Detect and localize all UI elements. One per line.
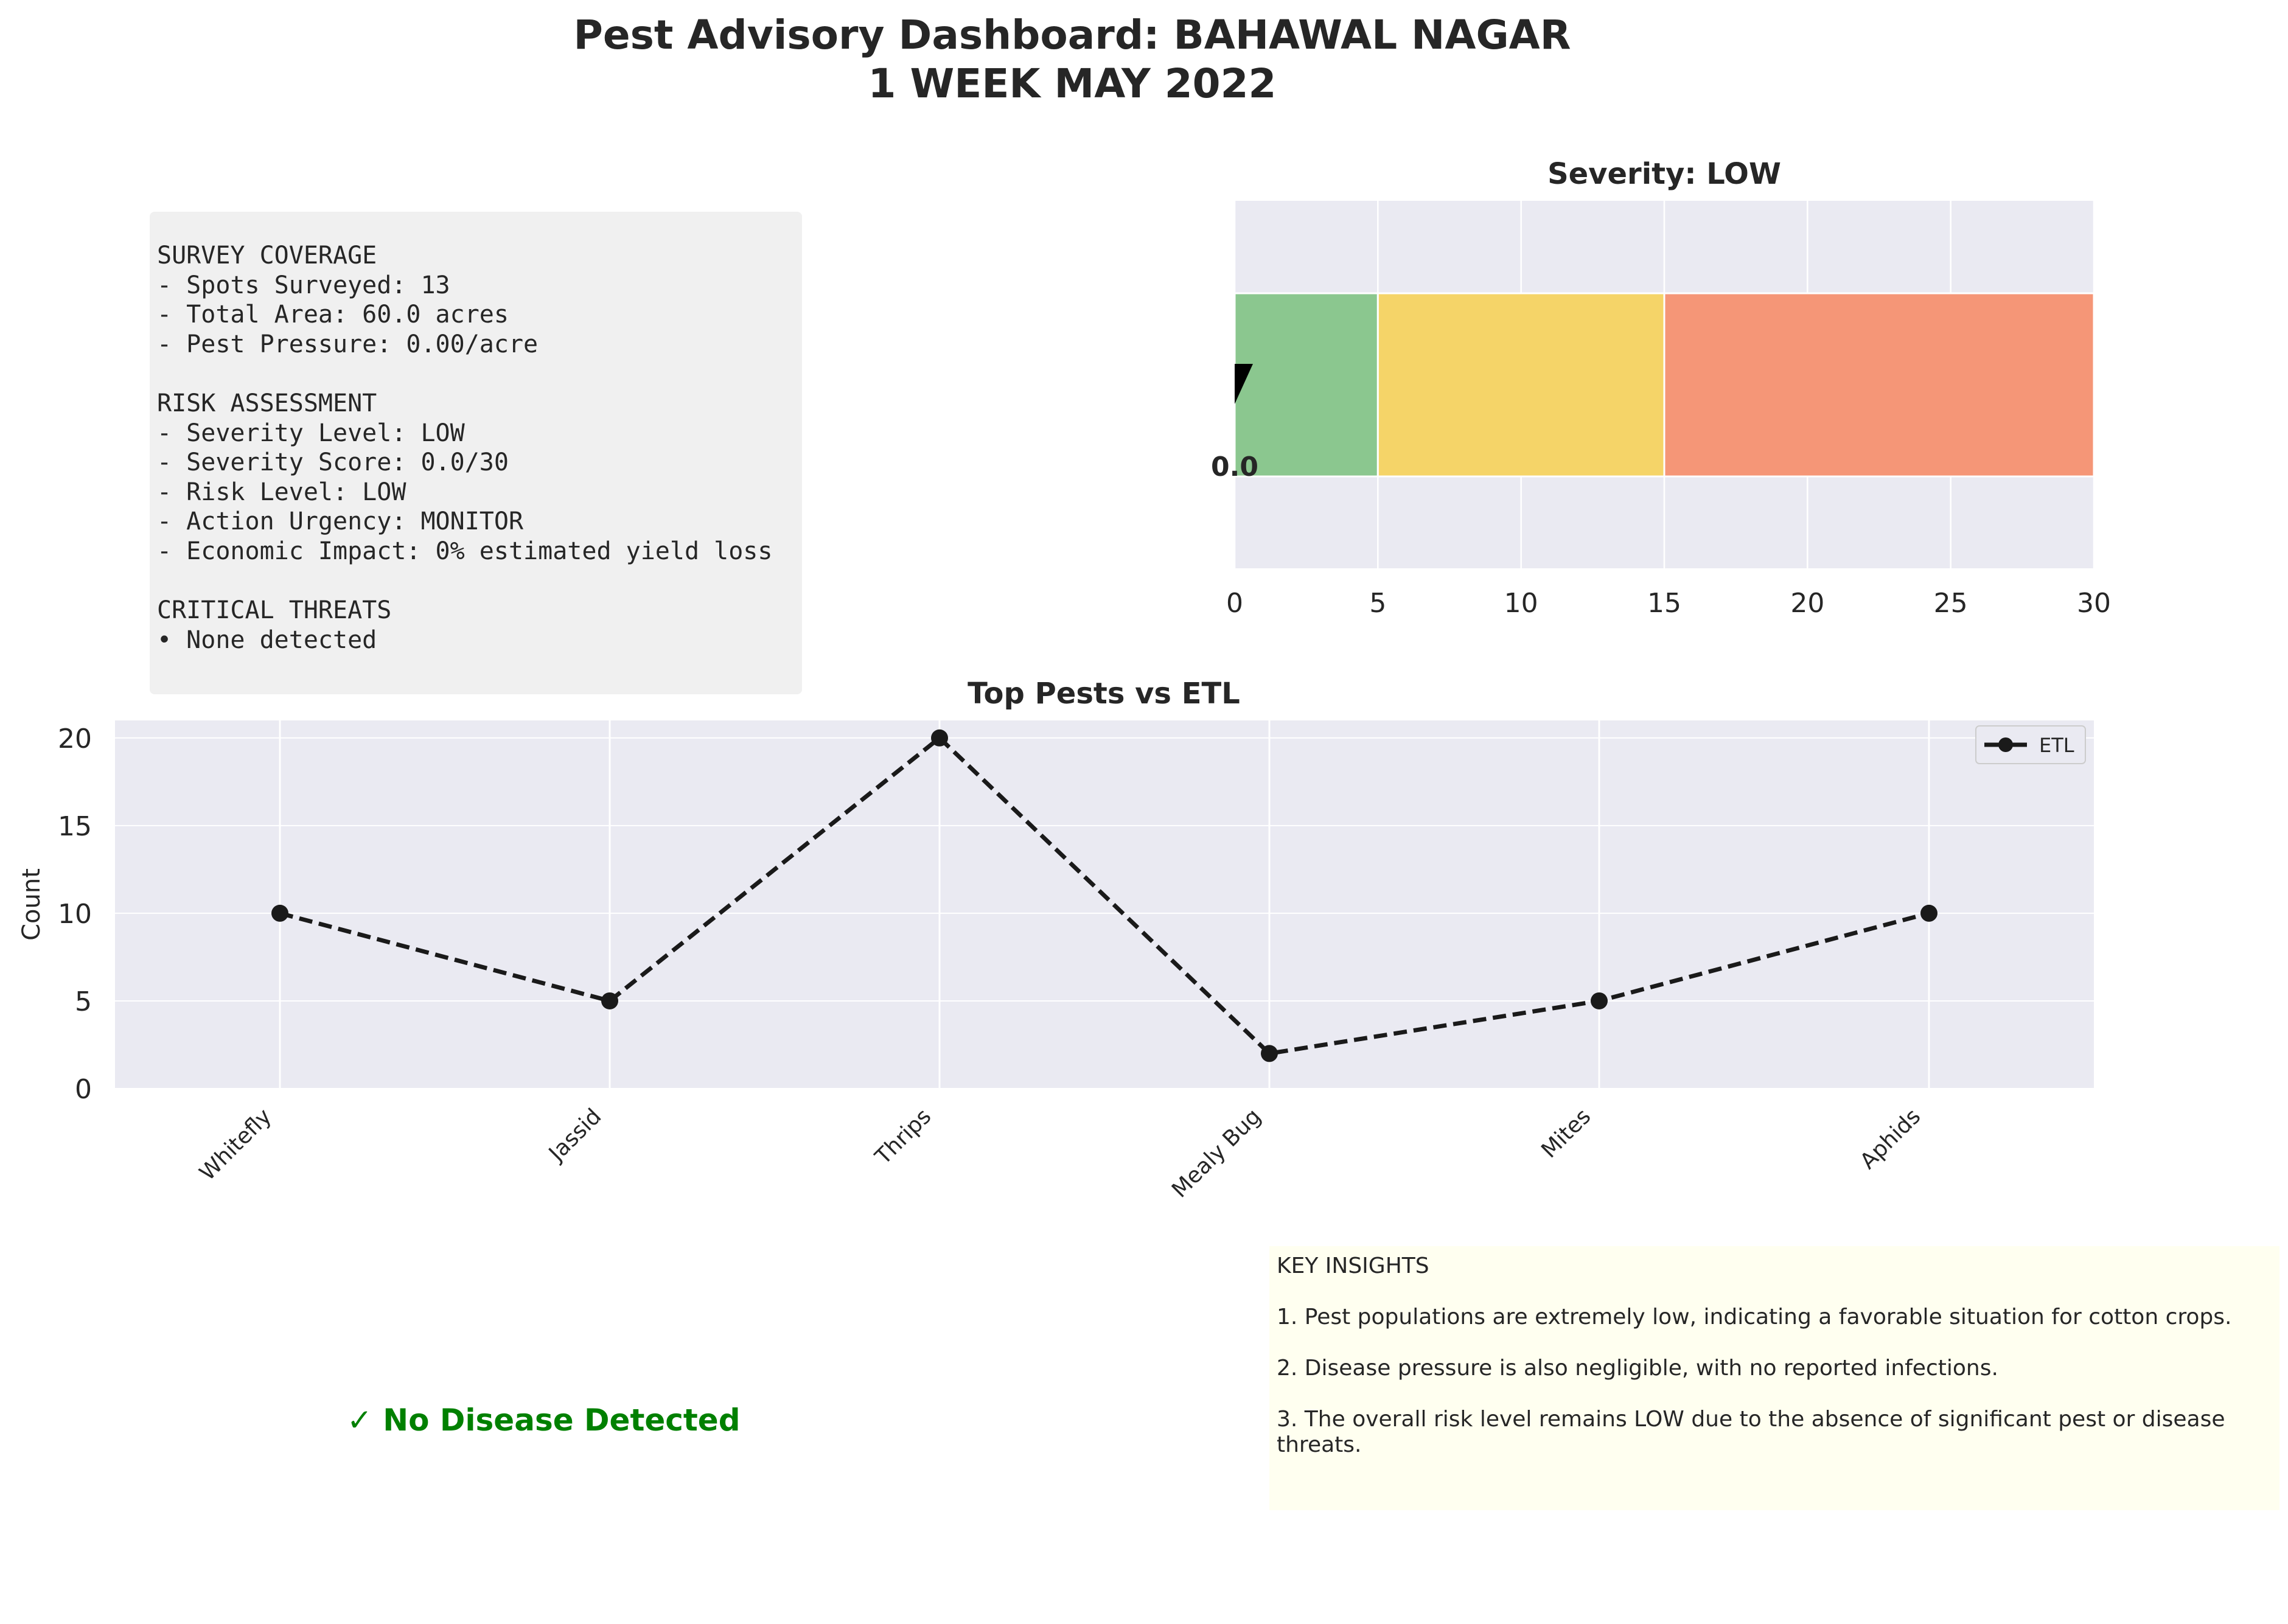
survey-coverage-section: SURVEY COVERAGE - Spots Surveyed: 13 - T… <box>157 241 795 359</box>
section-heading: CRITICAL THREATS <box>157 596 392 625</box>
summary-line: • None detected <box>157 626 377 654</box>
pest-x-tick-label: Whitefly <box>195 1104 276 1185</box>
etl-data-point <box>1920 904 1937 922</box>
summary-line: - Economic Impact: 0% estimated yield lo… <box>157 537 773 565</box>
title-line-1: Pest Advisory Dashboard: BAHAWAL NAGAR <box>573 12 1571 58</box>
severity-tick-label: 0 <box>1226 588 1243 619</box>
pest-y-tick-label: 10 <box>58 899 92 930</box>
legend-label: ETL <box>2039 734 2074 757</box>
disease-status: ✓ No Disease Detected <box>347 1403 741 1438</box>
severity-chart-title: Severity: LOW <box>1547 157 1781 191</box>
insight-item: 1. Pest populations are extremely low, i… <box>1277 1305 2232 1330</box>
legend-marker-swatch <box>1998 737 2013 752</box>
summary-line: - Risk Level: LOW <box>157 478 406 506</box>
etl-data-point <box>601 992 618 1009</box>
pest-x-tick-label: Jassid <box>543 1104 606 1166</box>
key-insights-panel: KEY INSIGHTS 1. Pest populations are ext… <box>1269 1246 2279 1510</box>
severity-band <box>1663 292 2095 478</box>
insight-item: 2. Disease pressure is also negligible, … <box>1277 1356 1998 1381</box>
summary-panel: SURVEY COVERAGE - Spots Surveyed: 13 - T… <box>150 212 802 694</box>
insights-title: KEY INSIGHTS <box>1277 1253 1429 1278</box>
section-heading: RISK ASSESSMENT <box>157 389 377 417</box>
severity-tick-label: 10 <box>1504 588 1538 619</box>
pest-y-tick-label: 20 <box>58 723 92 754</box>
etl-data-point <box>1591 992 1608 1009</box>
severity-band <box>1233 292 1379 478</box>
pest-chart-title: Top Pests vs ETL <box>968 677 1240 711</box>
pest-legend: ETL <box>1975 725 2086 764</box>
title-line-2: 1 WEEK MAY 2022 <box>868 60 1277 107</box>
summary-line: - Spots Surveyed: 13 <box>157 271 450 299</box>
pest-x-tick-label: Thrips <box>870 1104 936 1169</box>
insight-item: 3. The overall risk level remains LOW du… <box>1277 1407 2225 1457</box>
severity-tick-label: 25 <box>1934 588 1968 619</box>
pest-y-tick-label: 5 <box>75 986 92 1017</box>
etl-series-line <box>279 735 1930 1056</box>
pest-x-tick-label: Aphids <box>1855 1104 1925 1174</box>
page-title: Pest Advisory Dashboard: BAHAWAL NAGAR 1… <box>0 11 2144 108</box>
etl-data-point <box>1261 1045 1278 1062</box>
severity-marker <box>1235 364 1253 404</box>
summary-line: - Pest Pressure: 0.00/acre <box>157 330 539 358</box>
section-heading: SURVEY COVERAGE <box>157 242 377 270</box>
etl-data-point <box>931 729 948 747</box>
critical-threats-section: CRITICAL THREATS • None detected <box>157 596 795 655</box>
etl-data-point <box>271 904 288 922</box>
pest-plot-area <box>115 720 2094 1089</box>
severity-gauge-chart: 0 5 10 15 20 25 30 0.0 Severity: LOW <box>1211 157 2111 619</box>
summary-line: - Severity Level: LOW <box>157 419 465 447</box>
severity-tick-label: 5 <box>1369 588 1386 619</box>
severity-band <box>1376 292 1665 478</box>
severity-tick-label: 30 <box>2077 588 2111 619</box>
pest-y-tick-label: 15 <box>58 811 92 842</box>
severity-tick-label: 20 <box>1790 588 1824 619</box>
pest-y-tick-label: 0 <box>75 1074 92 1105</box>
summary-line: - Total Area: 60.0 acres <box>157 301 509 329</box>
severity-value-label: 0.0 <box>1211 451 1258 483</box>
summary-line: - Action Urgency: MONITOR <box>157 507 524 536</box>
summary-line: - Severity Score: 0.0/30 <box>157 448 509 477</box>
severity-tick-label: 15 <box>1647 588 1681 619</box>
pest-x-tick-label: Mites <box>1536 1104 1596 1163</box>
pest-y-axis-label: Count <box>18 868 46 941</box>
pest-etl-chart: 0 5 10 15 20 Whitefly Jassid Thrips Mealy Bug Mit… <box>18 677 2094 1203</box>
pest-x-tick-label: Mealy Bug <box>1167 1104 1266 1202</box>
legend-box <box>1975 725 2086 764</box>
risk-assessment-section: RISK ASSESSMENT - Severity Level: LOW - … <box>157 389 795 566</box>
